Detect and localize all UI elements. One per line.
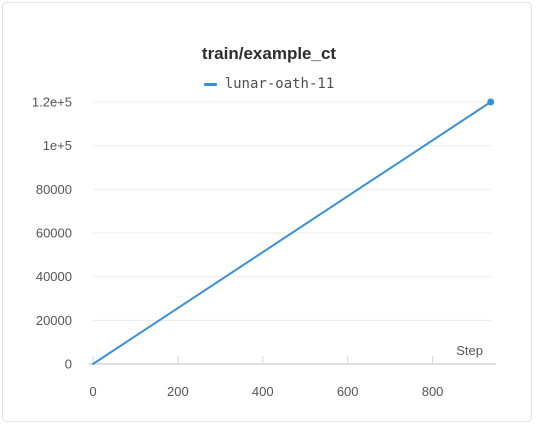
x-tick-label: 800: [422, 384, 444, 399]
legend-label-lunar-oath-11[interactable]: lunar-oath-11: [224, 76, 335, 92]
legend-swatch-lunar-oath-11: [203, 82, 217, 86]
series-layer[interactable]: [92, 98, 495, 365]
y-tick-label: 1e+5: [43, 138, 72, 153]
y-tick-label: 80000: [36, 182, 72, 197]
x-axis: 0 200 400 600 800: [89, 356, 496, 399]
y-tick-label: 1.2e+5: [32, 95, 72, 110]
y-tick-label: 60000: [36, 226, 72, 241]
y-tick-label: 40000: [36, 269, 72, 284]
x-axis-label: Step: [456, 343, 483, 358]
x-tick-label: 200: [167, 384, 189, 399]
y-tick-label: 0: [65, 357, 72, 372]
series-end-point[interactable]: [487, 98, 495, 106]
legend[interactable]: lunar-oath-11: [0, 76, 538, 92]
y-axis: 0 20000 40000 60000 80000 1e+5 1.2e+5: [32, 95, 72, 372]
chart-panel: [2, 2, 532, 422]
x-tick-label: 600: [337, 384, 359, 399]
grid-lines: [93, 101, 492, 321]
chart-title: train/example_ct: [201, 44, 337, 63]
x-tick-label: 0: [89, 384, 96, 399]
x-tick-label: 400: [252, 384, 274, 399]
series-line-lunar-oath-11[interactable]: [92, 101, 492, 365]
y-tick-label: 20000: [36, 313, 72, 328]
